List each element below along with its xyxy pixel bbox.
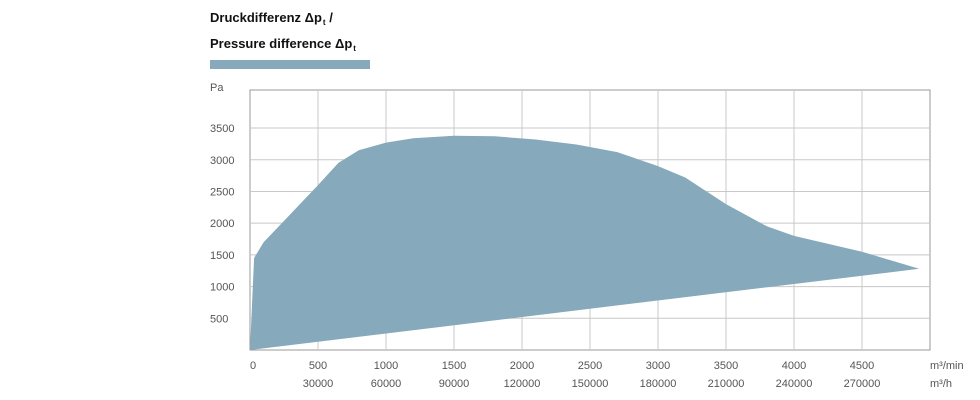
y-tick-label: 2500 [210,186,234,198]
y-tick-label: 500 [210,313,228,325]
y-tick-label: 1000 [210,282,234,294]
operating-range-area [250,135,920,350]
y-tick-label: 2000 [210,218,234,230]
chart-title: Druckdifferenz Δpt / Pressure difference… [210,7,356,59]
x-tick-label-secondary: 270000 [844,378,881,390]
x-tick-label-secondary: 30000 [303,378,334,390]
y-tick-label: 3500 [210,123,234,135]
x-axis-label-secondary: m³/h [930,378,952,390]
x-tick-label: 3500 [714,360,738,372]
x-tick-label-secondary: 240000 [776,378,813,390]
x-tick-label: 1000 [374,360,398,372]
x-tick-label: 0 [250,360,256,372]
chart-title-line2: Pressure difference Δpt [210,36,356,53]
x-tick-label: 2500 [578,360,602,372]
x-tick-label-secondary: 90000 [439,378,470,390]
legend-swatch [210,60,370,69]
y-axis-label: Pa [210,82,224,94]
x-tick-label-secondary: 150000 [572,378,609,390]
y-tick-label: 1500 [210,250,234,262]
x-tick-label: 4000 [782,360,806,372]
x-tick-label-secondary: 210000 [708,378,745,390]
chart-title-line1: Druckdifferenz Δpt / [210,10,333,27]
x-tick-label: 1500 [442,360,466,372]
x-tick-label-secondary: 60000 [371,378,402,390]
x-tick-label-secondary: 120000 [504,378,541,390]
x-tick-label: 3000 [646,360,670,372]
x-tick-label: 2000 [510,360,534,372]
x-tick-label-secondary: 180000 [640,378,677,390]
x-tick-label: 4500 [850,360,874,372]
x-tick-label: 500 [309,360,327,372]
x-axis-label: m³/min [930,360,964,372]
y-tick-label: 3000 [210,155,234,167]
